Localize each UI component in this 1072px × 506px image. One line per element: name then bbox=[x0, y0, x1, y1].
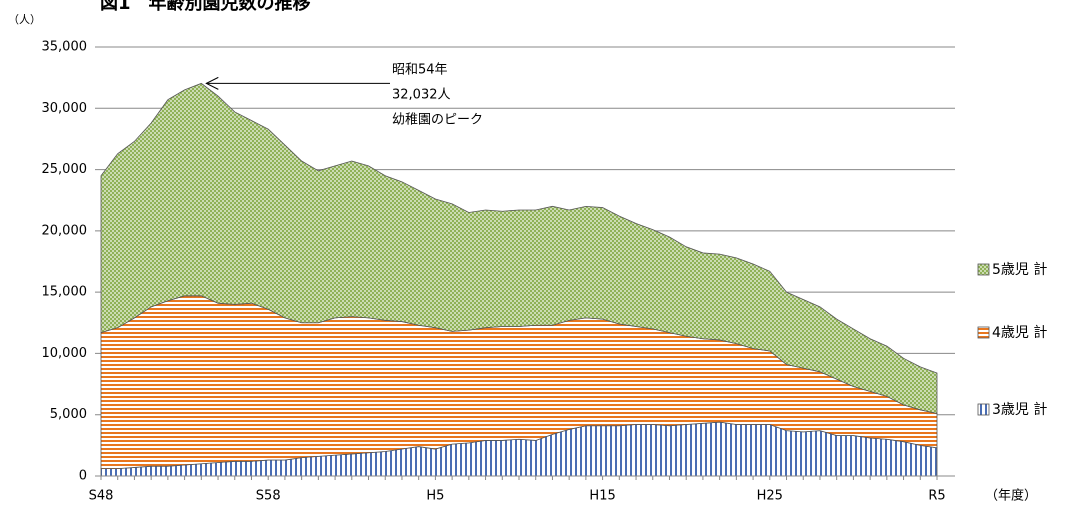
annotation: 32,032人 bbox=[392, 88, 451, 103]
x-tick-label: H5 bbox=[426, 489, 444, 504]
y-tick-label: 5,000 bbox=[50, 407, 87, 422]
legend-swatch bbox=[977, 263, 990, 276]
y-tick-label: 10,000 bbox=[42, 346, 88, 361]
chart-title: 図1 年齢別園児数の推移 bbox=[100, 0, 311, 14]
annotation: 昭和54年 bbox=[392, 63, 448, 78]
legend-label: 3歳児 計 bbox=[992, 402, 1047, 418]
x-tick-label: H25 bbox=[757, 489, 783, 504]
legend-label: 5歳児 計 bbox=[992, 262, 1047, 278]
area bbox=[100, 82, 938, 414]
legend-swatch bbox=[977, 403, 990, 416]
annotation-arrowhead bbox=[205, 76, 219, 90]
legend-label: 4歳児 計 bbox=[992, 325, 1047, 341]
y-tick-label: 0 bbox=[79, 469, 87, 484]
y-tick-label: 30,000 bbox=[42, 101, 88, 116]
legend-swatch bbox=[977, 326, 990, 339]
y-tick-label: 15,000 bbox=[42, 285, 88, 300]
y-axis-label: （人） bbox=[8, 13, 41, 26]
x-tick-label: H15 bbox=[589, 489, 615, 504]
y-tick-label: 20,000 bbox=[42, 223, 88, 238]
x-axis-label: （年度） bbox=[985, 488, 1037, 504]
x-tick-label: S48 bbox=[89, 489, 114, 504]
annotation: 幼稚園のピーク bbox=[392, 113, 483, 128]
x-tick-label: S58 bbox=[256, 489, 281, 504]
y-tick-label: 35,000 bbox=[42, 40, 88, 55]
x-tick-label: R5 bbox=[928, 489, 945, 504]
y-tick-label: 25,000 bbox=[42, 162, 88, 177]
